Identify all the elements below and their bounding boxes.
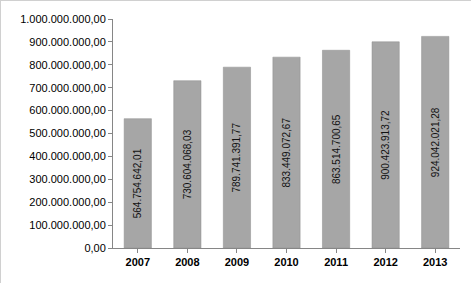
svg-text:400.000.000,00: 400.000.000,00 [29,150,105,162]
svg-text:1.000.000.000,00: 1.000.000.000,00 [20,13,106,25]
svg-text:2012: 2012 [373,256,397,268]
svg-text:600.000.000,00: 600.000.000,00 [29,104,105,116]
svg-text:700.000.000,00: 700.000.000,00 [29,82,105,94]
svg-text:2011: 2011 [324,256,348,268]
svg-text:2013: 2013 [423,256,447,268]
svg-text:2009: 2009 [225,256,249,268]
svg-text:863.514.700,65: 863.514.700,65 [331,114,342,184]
svg-text:564.754.642,01: 564.754.642,01 [132,148,143,218]
svg-text:900.423.913,72: 900.423.913,72 [380,110,391,180]
svg-text:500.000.000,00: 500.000.000,00 [29,127,105,139]
svg-text:900.000.000,00: 900.000.000,00 [29,36,105,48]
svg-text:0,00: 0,00 [84,242,105,254]
svg-text:924.042.021,28: 924.042.021,28 [430,107,441,177]
svg-text:2007: 2007 [126,256,150,268]
svg-text:800.000.000,00: 800.000.000,00 [29,59,105,71]
svg-text:730.604.068,03: 730.604.068,03 [182,129,193,199]
svg-text:200.000.000,00: 200.000.000,00 [29,196,105,208]
svg-text:300.000.000,00: 300.000.000,00 [29,173,105,185]
svg-text:2010: 2010 [274,256,298,268]
svg-text:2008: 2008 [175,256,199,268]
svg-text:100.000.000,00: 100.000.000,00 [29,219,105,231]
svg-text:789.741.391,77: 789.741.391,77 [231,123,242,193]
svg-text:833.449.072,67: 833.449.072,67 [281,118,292,188]
